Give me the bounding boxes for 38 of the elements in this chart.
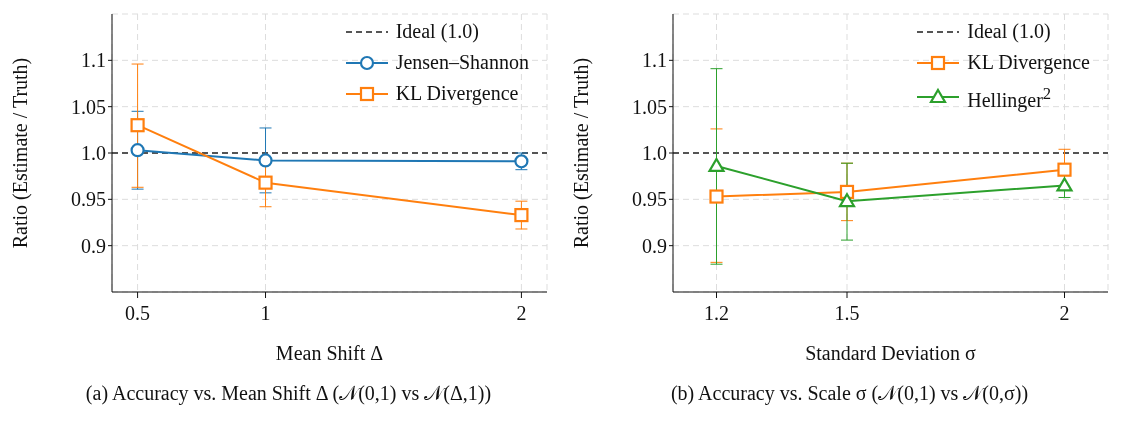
x-axis-title: Standard Deviation σ: [805, 342, 977, 364]
legend-label: KL Divergence: [395, 81, 519, 107]
y-tick-label: 0.9: [642, 234, 667, 257]
x-tick-label: 1.2: [704, 302, 729, 325]
y-tick-label: 1.0: [81, 142, 106, 165]
y-tick-label: 0.95: [71, 188, 106, 211]
y-axis-title: Ratio (Estimate / Truth): [9, 57, 33, 249]
y-tick-label: 1.05: [71, 95, 106, 118]
point: [130, 143, 145, 158]
y-tick-label: 1.05: [632, 95, 667, 118]
text: (a) Accuracy vs. Mean Shift Δ (𝒩(0,1) vs 𝒩(Δ,1)): [84, 382, 493, 405]
x-tick-label: 0.5: [125, 302, 151, 325]
legend-label: Jensen–Shannon: [395, 50, 529, 75]
text: (b) Accuracy vs. Scale σ (𝒩(0,1) vs 𝒩(0,σ)): [669, 382, 1030, 405]
legend-label: Ideal (1.0): [395, 19, 479, 45]
y-tick-label: 0.9: [81, 234, 106, 257]
point: [130, 118, 145, 133]
legend-label: Hellinger$^{2}$: [967, 83, 1052, 114]
point: [1056, 177, 1073, 192]
point: [709, 189, 724, 204]
x-tick-label: 1.5: [834, 302, 860, 325]
point: [258, 153, 273, 168]
point: [258, 175, 273, 190]
y-tick-label: 1.1: [642, 49, 667, 72]
point: [708, 157, 725, 173]
y-tick-label: 0.95: [632, 188, 667, 211]
legend-label: KL Divergence: [967, 50, 1090, 76]
y-tick-label: 1.0: [642, 142, 667, 165]
point: [1057, 162, 1072, 177]
y-tick-label: 1.1: [81, 49, 106, 72]
x-tick-label: 2: [1059, 302, 1070, 325]
point: [838, 193, 856, 208]
legend-label: Ideal (1.0): [967, 19, 1051, 44]
x-axis-title: Mean Shift Δ: [275, 342, 384, 364]
y-axis-title: Ratio (Estimate / Truth): [570, 57, 594, 249]
point: [514, 207, 529, 223]
x-tick-label: 1: [260, 302, 271, 325]
x-tick-label: 2: [516, 302, 527, 325]
